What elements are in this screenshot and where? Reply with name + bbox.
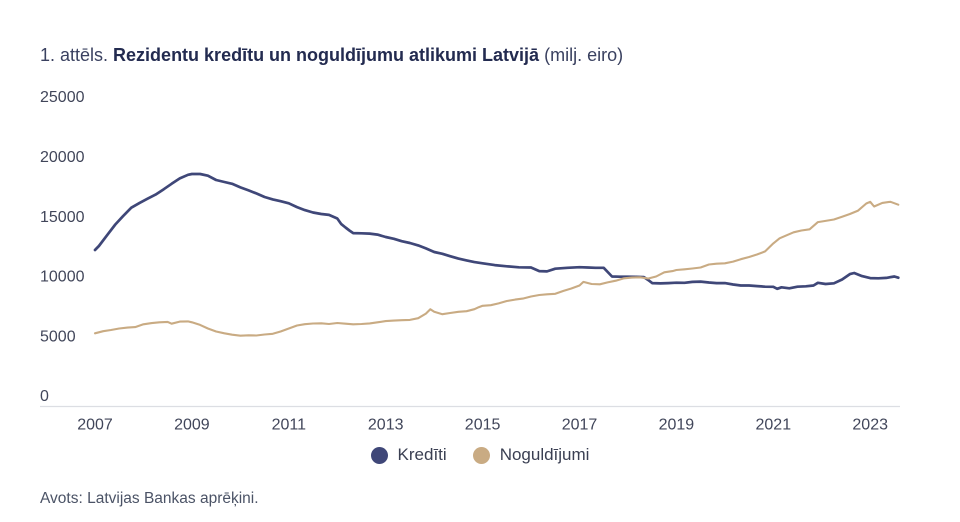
x-axis-label: 2023 (852, 417, 888, 434)
y-axis-label: 5000 (40, 328, 76, 345)
noguldijumi-swatch-icon (472, 446, 490, 464)
chart-title: 1. attēls. Rezidentu kredītu un noguldīj… (40, 44, 920, 66)
x-axis-label: 2011 (272, 417, 307, 434)
legend-item-krediti[interactable]: Kredīti (370, 445, 447, 465)
figure-number: 1. attēls. (40, 45, 114, 65)
x-axis-label: 2017 (562, 417, 598, 434)
legend-label-krediti: Kredīti (397, 445, 447, 464)
legend-label-noguldijumi: Noguldījumi (499, 445, 590, 464)
legend: Kredīti Noguldījumi (0, 443, 960, 467)
x-axis-label: 2009 (174, 417, 210, 434)
x-axis-label: 2007 (77, 417, 113, 434)
x-axis-label: 2015 (465, 417, 501, 434)
series-line-krediti (93, 172, 900, 291)
x-axis-label: 2019 (659, 417, 695, 434)
source-note: Avots: Latvijas Bankas aprēķini. (40, 490, 259, 507)
x-axis-label: 2013 (368, 417, 404, 434)
x-axis-label: 2021 (756, 417, 792, 434)
chart-title-text: Rezidentu kredītu un noguldījumu atlikum… (113, 45, 540, 65)
y-axis-label: 20000 (40, 149, 85, 166)
legend-item-noguldijumi[interactable]: Noguldījumi (472, 445, 590, 465)
krediti-swatch-icon (370, 446, 388, 464)
y-axis-label: 25000 (40, 89, 85, 106)
chart-unit: (milj. eiro) (539, 45, 624, 65)
y-axis-label: 10000 (40, 269, 85, 286)
y-axis-label: 0 (40, 388, 49, 405)
y-axis-label: 15000 (40, 209, 85, 226)
series-line-noguldijumi (93, 200, 900, 337)
